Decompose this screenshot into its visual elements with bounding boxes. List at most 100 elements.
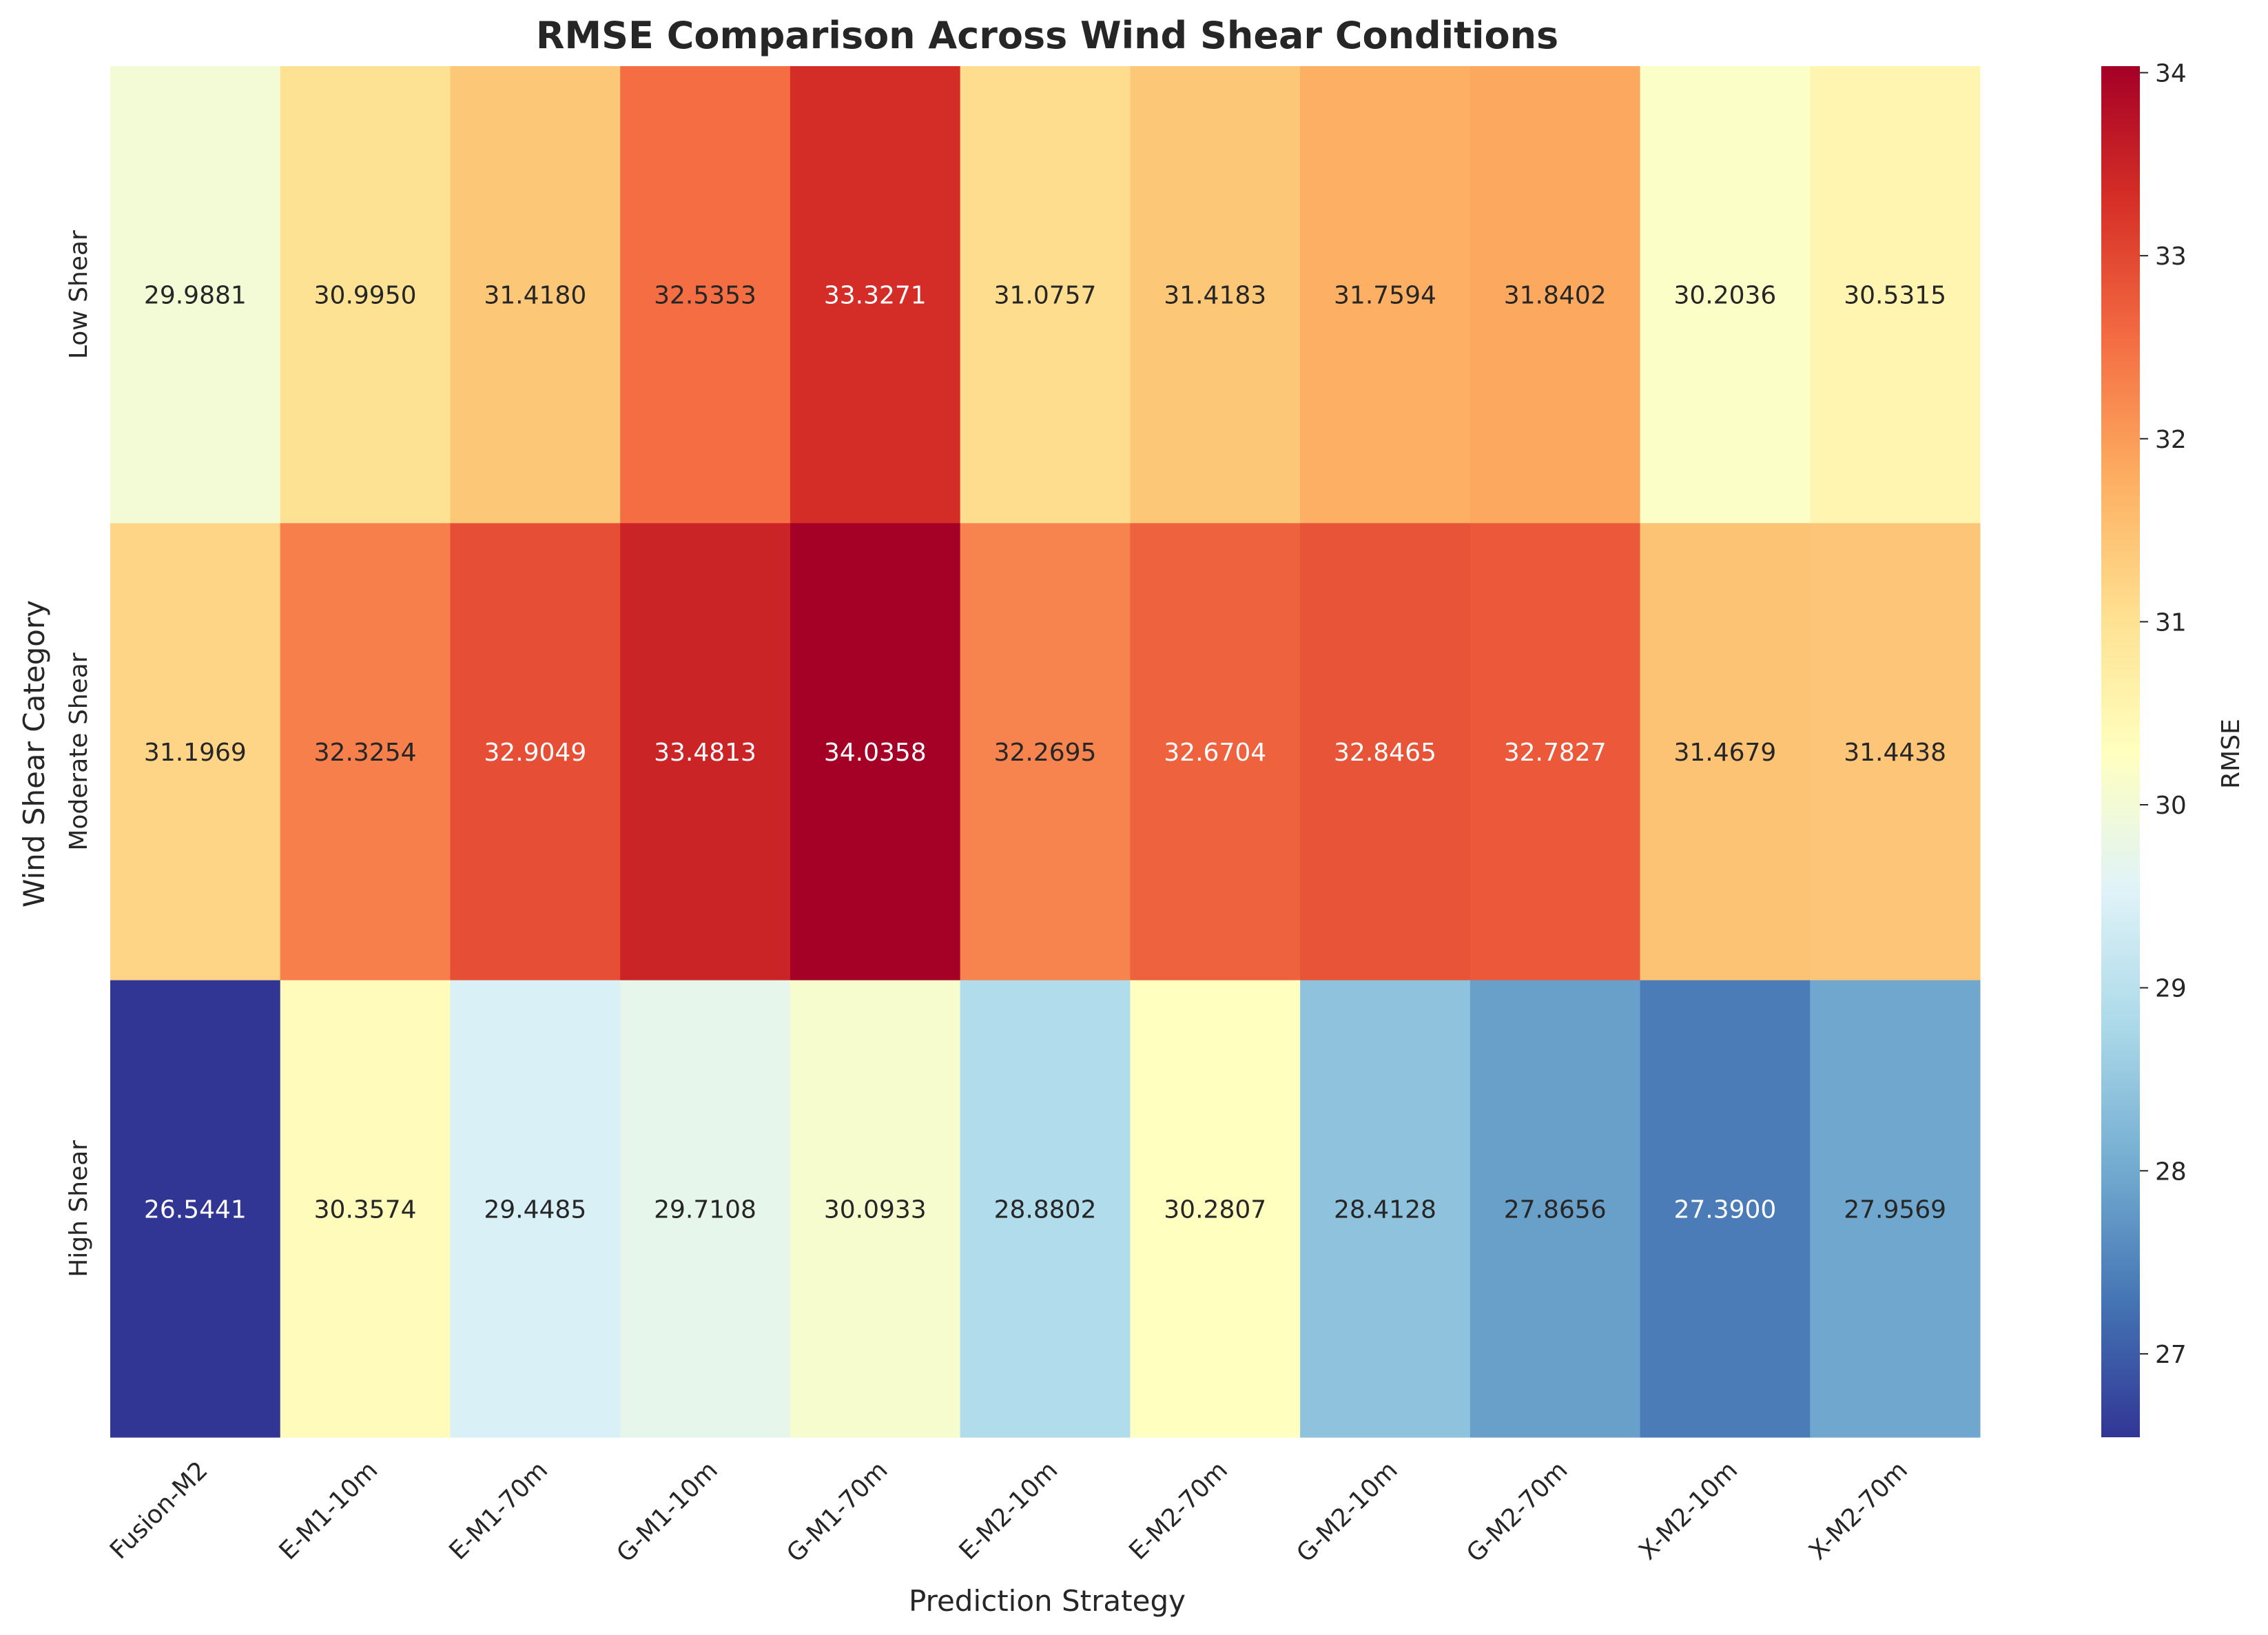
cell-value-label: 33.3271 bbox=[824, 282, 927, 310]
chart-title: RMSE Comparison Across Wind Shear Condit… bbox=[536, 14, 1558, 57]
y-tick-label: Low Shear bbox=[65, 230, 93, 359]
heatmap-cells bbox=[110, 66, 1981, 1438]
x-tick-label: G-M1-70m bbox=[781, 1456, 893, 1567]
cell-value-label: 29.4485 bbox=[484, 1195, 586, 1224]
heatmap-cell bbox=[960, 980, 1131, 1438]
x-tick-label: E-M1-70m bbox=[444, 1456, 553, 1565]
x-tick-label: E-M2-10m bbox=[954, 1456, 1064, 1565]
heatmap-cell bbox=[110, 66, 281, 524]
cell-value-label: 28.8802 bbox=[994, 1195, 1097, 1224]
x-axis-label: Prediction Strategy bbox=[909, 1584, 1186, 1618]
cell-value-label: 31.1969 bbox=[144, 739, 247, 767]
heatmap-cell bbox=[110, 980, 281, 1438]
cell-value-label: 31.4180 bbox=[484, 282, 586, 310]
cell-value-label: 32.8465 bbox=[1334, 739, 1436, 767]
colorbar bbox=[2101, 66, 2140, 1437]
cell-value-label: 31.4679 bbox=[1673, 739, 1776, 767]
heatmap-cell bbox=[1300, 66, 1471, 524]
heatmap-cell bbox=[450, 523, 621, 981]
y-tick-label: High Shear bbox=[65, 1140, 93, 1277]
cell-value-label: 32.9049 bbox=[484, 739, 586, 767]
x-axis-ticks: Fusion-M2 E-M1-10m E-M1-70m G-M1-10m G-M1-70… bbox=[105, 1456, 1913, 1567]
heatmap-cell bbox=[960, 523, 1131, 981]
x-tick-label: E-M2-70m bbox=[1124, 1456, 1233, 1565]
heatmap-cell bbox=[1130, 523, 1301, 981]
heatmap-cell bbox=[790, 523, 961, 981]
heatmap-cell bbox=[1130, 66, 1301, 524]
x-tick-label: G-M2-70m bbox=[1461, 1456, 1573, 1567]
colorbar-tick-label: 30 bbox=[2155, 792, 2187, 820]
cell-value-label: 32.3254 bbox=[314, 739, 417, 767]
y-axis-ticks: Low Shear Moderate Shear High Shear bbox=[65, 230, 93, 1277]
heatmap-cell bbox=[1300, 980, 1471, 1438]
colorbar-tick-label: 32 bbox=[2155, 426, 2187, 454]
heatmap-cell bbox=[790, 66, 961, 524]
x-tick-label: X-M2-70m bbox=[1804, 1456, 1913, 1565]
y-tick-label: Moderate Shear bbox=[65, 652, 93, 851]
heatmap-cell bbox=[1640, 980, 1811, 1438]
heatmap-cell bbox=[110, 523, 281, 981]
heatmap-cell bbox=[1470, 523, 1641, 981]
heatmap-cell bbox=[620, 980, 791, 1438]
heatmap-cell bbox=[1470, 66, 1641, 524]
colorbar-ticks: 27 28 29 30 31 32 33 34 bbox=[2140, 60, 2187, 1369]
x-tick-label: G-M2-10m bbox=[1291, 1456, 1403, 1567]
heatmap-cell bbox=[1300, 523, 1471, 981]
colorbar-label: RMSE bbox=[2217, 719, 2245, 789]
cell-value-label: 32.6704 bbox=[1164, 739, 1266, 767]
y-axis-label: Wind Shear Category bbox=[17, 600, 51, 907]
cell-value-label: 33.4813 bbox=[654, 739, 756, 767]
heatmap-cell-labels: 29.9881 30.9950 31.4180 32.5353 33.3271 31.07… bbox=[144, 282, 1946, 1224]
colorbar-tick-label: 34 bbox=[2155, 60, 2187, 88]
x-tick-label: G-M1-10m bbox=[611, 1456, 723, 1567]
cell-value-label: 30.3574 bbox=[314, 1195, 417, 1224]
cell-value-label: 30.2036 bbox=[1673, 282, 1776, 310]
heatmap-cell bbox=[1640, 523, 1811, 981]
heatmap-cell bbox=[1810, 980, 1981, 1438]
colorbar-tick-label: 27 bbox=[2155, 1341, 2187, 1369]
cell-value-label: 27.8656 bbox=[1504, 1195, 1607, 1224]
cell-value-label: 30.5315 bbox=[1844, 282, 1946, 310]
heatmap-cell bbox=[790, 980, 961, 1438]
heatmap-cell bbox=[1810, 66, 1981, 524]
x-tick-label: E-M1-10m bbox=[274, 1456, 384, 1565]
heatmap-cell bbox=[280, 980, 451, 1438]
cell-value-label: 28.4128 bbox=[1334, 1195, 1436, 1224]
x-tick-label: Fusion-M2 bbox=[105, 1456, 214, 1565]
cell-value-label: 29.7108 bbox=[654, 1195, 756, 1224]
heatmap-cell bbox=[1640, 66, 1811, 524]
x-tick-label: X-M2-10m bbox=[1633, 1456, 1743, 1565]
cell-value-label: 31.7594 bbox=[1334, 282, 1436, 310]
cell-value-label: 26.5441 bbox=[144, 1195, 247, 1224]
heatmap-cell bbox=[1470, 980, 1641, 1438]
cell-value-label: 31.8402 bbox=[1504, 282, 1607, 310]
heatmap-cell bbox=[280, 523, 451, 981]
cell-value-label: 31.4183 bbox=[1164, 282, 1266, 310]
heatmap-cell bbox=[620, 523, 791, 981]
cell-value-label: 32.2695 bbox=[994, 739, 1097, 767]
heatmap-cell bbox=[450, 66, 621, 524]
cell-value-label: 34.0358 bbox=[824, 739, 927, 767]
heatmap-cell bbox=[450, 980, 621, 1438]
cell-value-label: 31.0757 bbox=[994, 282, 1097, 310]
cell-value-label: 30.9950 bbox=[314, 282, 417, 310]
cell-value-label: 31.4438 bbox=[1844, 739, 1946, 767]
colorbar-tick-label: 29 bbox=[2155, 975, 2187, 1003]
heatmap-cell bbox=[620, 66, 791, 524]
heatmap-cell bbox=[280, 66, 451, 524]
cell-value-label: 30.0933 bbox=[824, 1195, 927, 1224]
colorbar-tick-label: 33 bbox=[2155, 243, 2187, 271]
colorbar-tick-label: 31 bbox=[2155, 608, 2187, 637]
heatmap-cell bbox=[1810, 523, 1981, 981]
heatmap-cell bbox=[960, 66, 1131, 524]
cell-value-label: 29.9881 bbox=[144, 282, 247, 310]
cell-value-label: 32.7827 bbox=[1504, 739, 1607, 767]
heatmap-cell bbox=[1130, 980, 1301, 1438]
cell-value-label: 30.2807 bbox=[1164, 1195, 1266, 1224]
cell-value-label: 32.5353 bbox=[654, 282, 756, 310]
cell-value-label: 27.9569 bbox=[1844, 1195, 1946, 1224]
cell-value-label: 27.3900 bbox=[1673, 1195, 1776, 1224]
colorbar-tick-label: 28 bbox=[2155, 1158, 2187, 1186]
